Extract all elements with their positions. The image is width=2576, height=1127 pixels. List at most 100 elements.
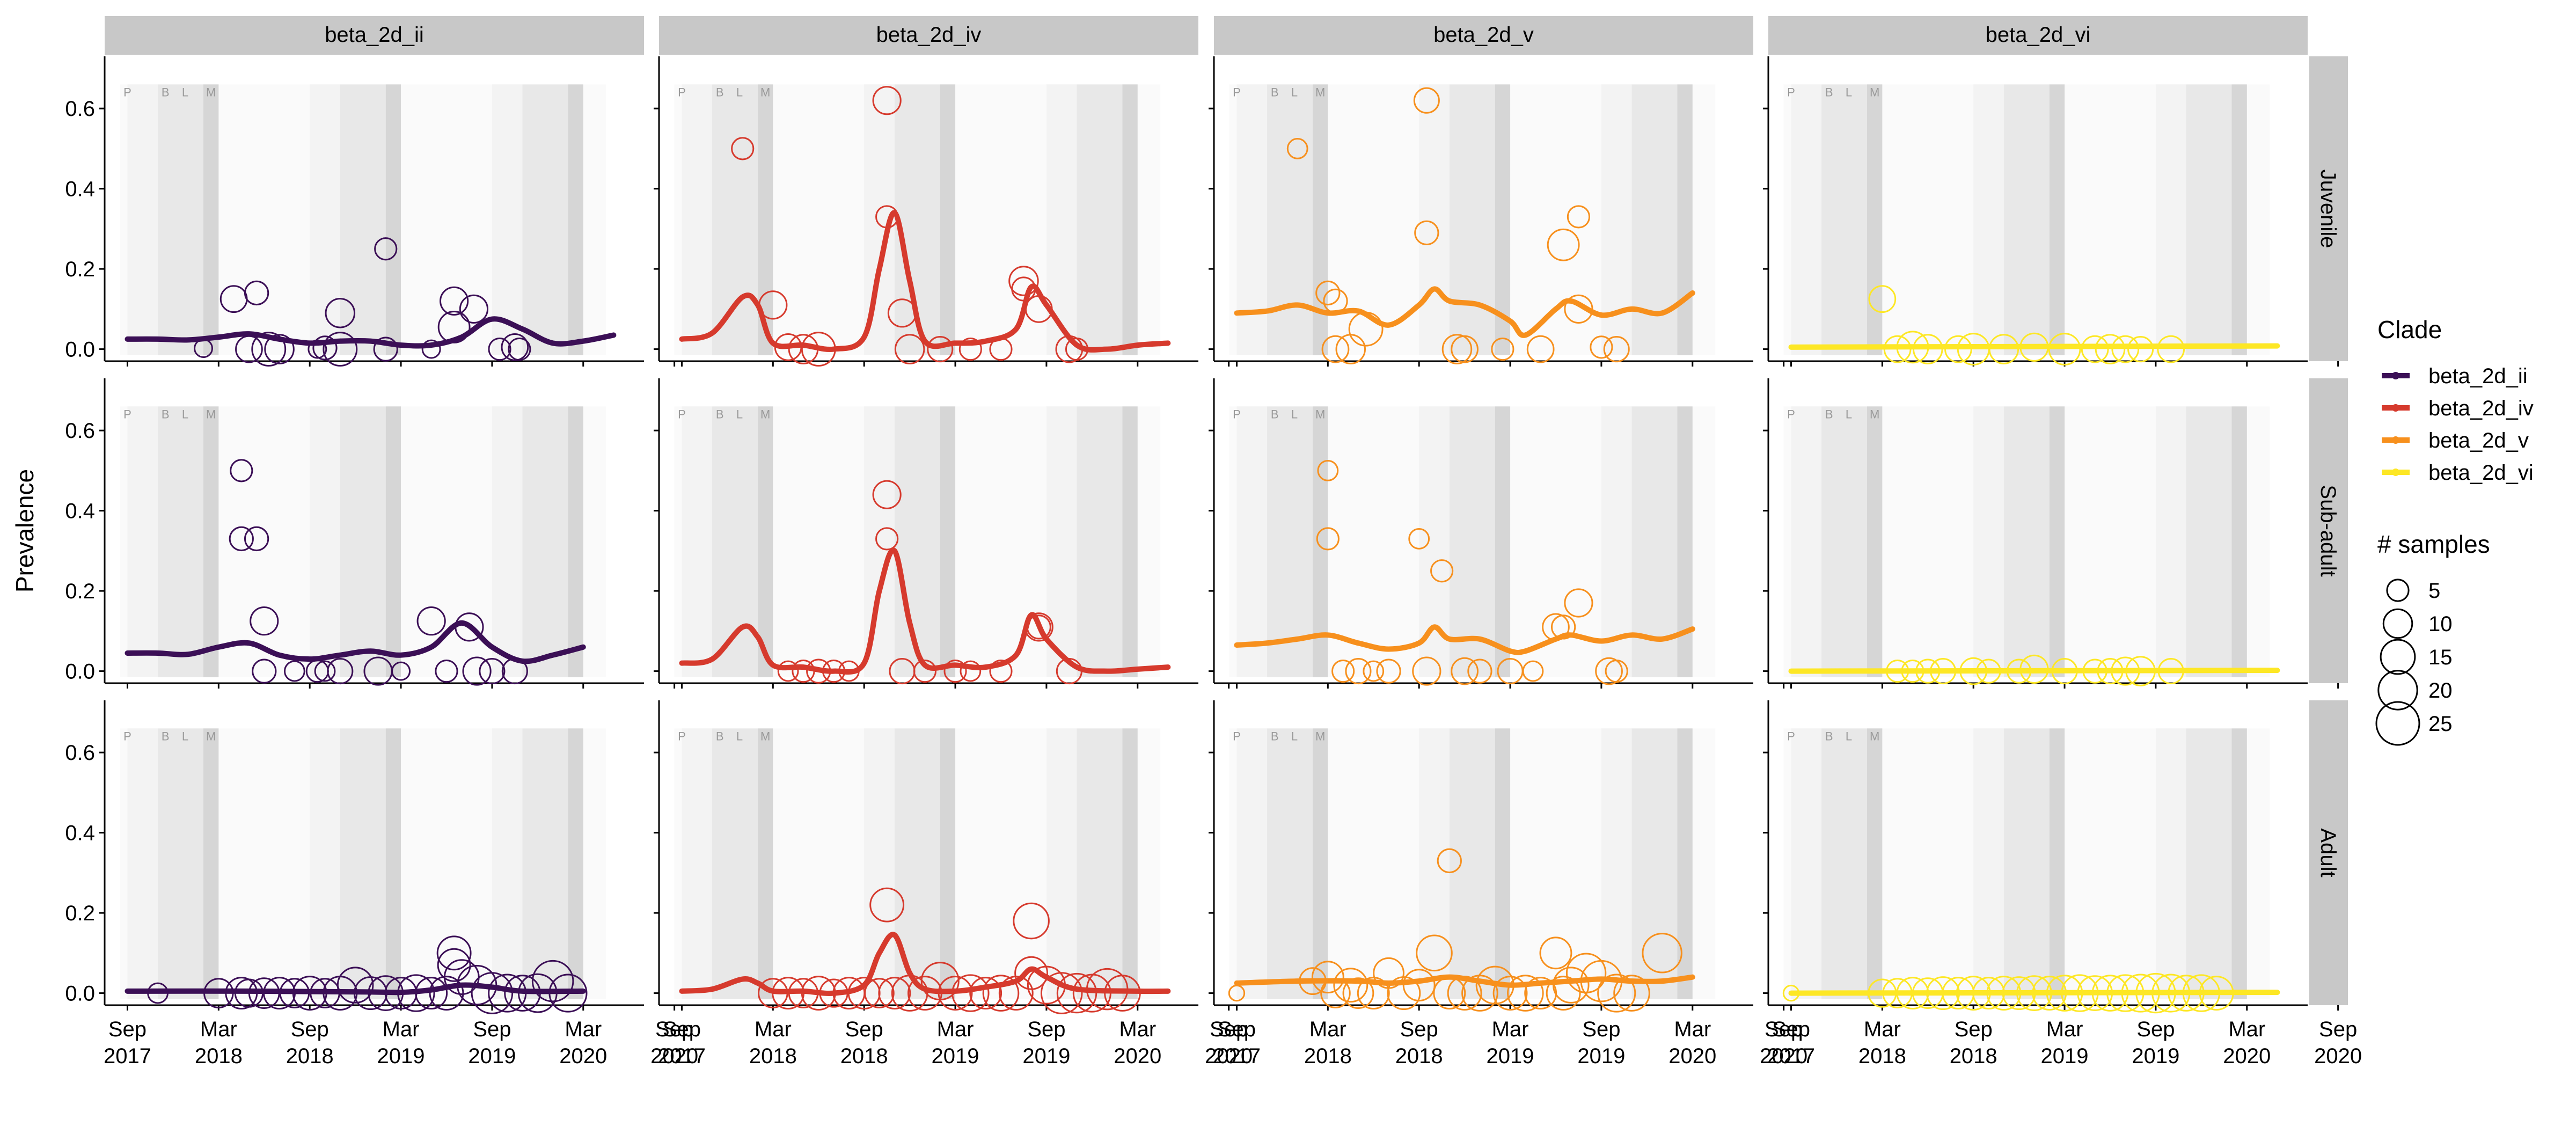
data-point <box>531 960 574 1002</box>
facet-strip-beta_2d_iv <box>659 16 1198 55</box>
data-point <box>1065 337 1089 361</box>
data-point <box>878 977 911 1010</box>
data-point <box>1539 936 1572 970</box>
data-point <box>907 976 942 1011</box>
data-point <box>501 658 528 685</box>
x-tick-label-month: Sep <box>663 1018 701 1041</box>
data-point <box>792 659 815 683</box>
data-point <box>501 333 529 361</box>
season-band <box>1867 84 1883 355</box>
data-point <box>1299 967 1327 996</box>
data-point <box>989 659 1013 683</box>
y-tick-label: 0.2 <box>65 258 95 281</box>
season-label: L <box>1846 86 1852 99</box>
data-point <box>264 334 295 364</box>
data-point <box>989 337 1013 361</box>
data-point <box>2081 335 2109 363</box>
data-point <box>2048 333 2081 366</box>
data-point <box>1433 977 1466 1010</box>
x-tick-label-month: Sep <box>1210 1018 1248 1041</box>
data-point <box>1387 976 1421 1011</box>
data-point <box>838 660 860 682</box>
facet-strip-sub-adult <box>2309 378 2348 683</box>
season-band <box>1973 84 2004 355</box>
season-band <box>568 406 583 677</box>
data-point <box>1972 977 2005 1010</box>
season-label: B <box>162 408 170 421</box>
x-tick-label-year: 2020 <box>1114 1044 1161 1068</box>
season-band <box>2049 84 2065 355</box>
season-band <box>2003 728 2050 999</box>
season-band <box>940 84 956 355</box>
season-band <box>1267 406 1313 677</box>
season-band <box>203 728 219 999</box>
season-band <box>1046 728 1077 999</box>
season-band <box>310 406 340 677</box>
season-label: B <box>162 86 170 99</box>
season-label: M <box>206 730 216 743</box>
season-band <box>1791 84 1822 355</box>
season-label: P <box>1233 730 1241 743</box>
data-point <box>248 977 280 1009</box>
x-tick-label-year: 2017 <box>1767 1044 1815 1068</box>
season-band <box>158 728 204 999</box>
data-point <box>788 334 819 364</box>
x-tick-label-year: 2019 <box>468 1044 516 1068</box>
legend-key-dot <box>2392 436 2399 444</box>
season-label: B <box>716 730 724 743</box>
data-point <box>758 978 788 1008</box>
season-label: L <box>1291 86 1298 99</box>
data-point <box>1316 527 1340 551</box>
data-point <box>479 658 506 685</box>
season-label: L <box>182 408 188 421</box>
season-label: P <box>1233 86 1241 99</box>
season-label: P <box>1787 408 1795 421</box>
data-point <box>1467 658 1492 684</box>
data-point <box>1441 334 1473 364</box>
y-tick-label: 0.0 <box>65 660 95 684</box>
season-label: M <box>1315 86 1325 99</box>
data-point <box>2111 656 2140 686</box>
data-point <box>279 978 310 1008</box>
x-tick-label-year: 2020 <box>1205 1044 1253 1068</box>
data-point <box>1333 968 1368 1003</box>
data-point <box>982 975 1020 1012</box>
season-label: P <box>678 730 686 743</box>
x-tick-label-month: Mar <box>755 1018 792 1041</box>
x-tick-label-month: Sep <box>2319 1018 2357 1041</box>
x-tick-label-year: 2017 <box>1213 1044 1261 1068</box>
data-point <box>234 978 264 1008</box>
x-tick-label-year: 2018 <box>749 1044 797 1068</box>
season-band <box>1419 728 1450 999</box>
data-point <box>1026 614 1051 640</box>
data-point <box>263 977 296 1010</box>
data-point <box>1315 280 1341 306</box>
season-label: P <box>123 86 131 99</box>
facet-strip-juvenile <box>2309 56 2348 361</box>
data-point <box>1104 975 1141 1012</box>
data-point <box>147 982 169 1004</box>
data-point <box>437 311 471 343</box>
data-point <box>1642 933 1682 974</box>
x-tick-label-year: 2018 <box>195 1044 243 1068</box>
data-point <box>229 526 254 552</box>
legend-size-label: 5 <box>2428 579 2440 603</box>
data-point <box>1896 331 1929 364</box>
data-point <box>1342 977 1374 1009</box>
season-band <box>1236 728 1268 999</box>
data-point <box>2019 332 2049 362</box>
x-tick-label-month: Mar <box>2228 1018 2265 1041</box>
facet-strip-label: beta_2d_vi <box>1986 23 2091 47</box>
data-point <box>1492 976 1528 1011</box>
season-band <box>340 406 386 677</box>
data-point <box>1930 658 1957 685</box>
data-point <box>960 660 982 682</box>
data-point <box>353 976 387 1011</box>
data-point <box>2121 974 2160 1013</box>
data-point <box>1944 335 1972 363</box>
season-band <box>1122 406 1138 677</box>
data-point <box>455 612 484 642</box>
smooth-line-beta_2d_v <box>1234 974 1695 988</box>
data-point <box>312 335 338 361</box>
legend-size-label: 25 <box>2428 712 2453 736</box>
